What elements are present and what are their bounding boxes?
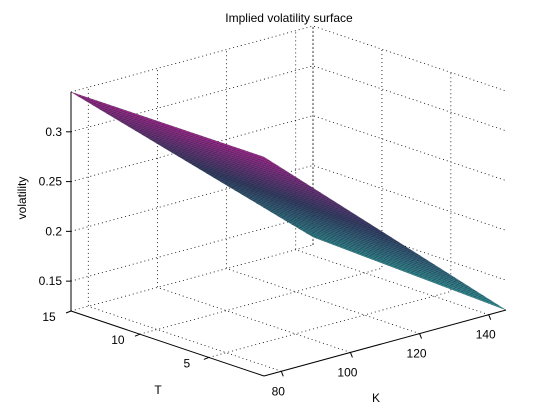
k-tick-mark (419, 333, 423, 339)
t-gridline (139, 49, 383, 335)
k-axis-line (263, 309, 507, 377)
t-axis-line (70, 310, 265, 377)
x-axis-label: K (372, 391, 380, 405)
t-tick-mark (203, 356, 210, 360)
t-tick-label: 10 (111, 333, 125, 347)
t-tick-mark (134, 333, 141, 337)
volatility-tick-label: 0.25 (39, 175, 63, 189)
k-tick-label: 80 (272, 384, 286, 398)
t-axis-ticks: 5 10 15 (42, 310, 210, 370)
surface-cell (494, 303, 507, 311)
k-axis-ticks: 80 100 120 140 (272, 314, 496, 398)
k-tick-mark (349, 352, 353, 358)
volatility-tick-label: 0.2 (45, 224, 62, 238)
t-tick-label: 5 (184, 356, 191, 370)
y-axis-label: T (154, 383, 162, 397)
volatility-axis-ticks: 0.15 0.2 0.25 0.3 (39, 125, 71, 288)
t-gridline (208, 72, 452, 358)
k-tick-mark (488, 314, 492, 320)
grid-lines (70, 26, 507, 372)
chart-title: Implied volatility surface (225, 11, 353, 25)
k-tick-mark (280, 371, 284, 377)
volatility-tick-label: 0.3 (45, 125, 62, 139)
k-tick-label: 120 (407, 347, 427, 361)
volatility-surface (70, 91, 507, 311)
k-tick-label: 100 (337, 365, 357, 379)
t-gridline (70, 26, 314, 312)
volatility-tick-label: 0.15 (39, 274, 63, 288)
t-tick-label: 15 (42, 310, 56, 324)
k-tick-label: 140 (476, 328, 496, 342)
z-axis-label: volatility (15, 177, 29, 220)
t-tick-mark (65, 310, 72, 314)
